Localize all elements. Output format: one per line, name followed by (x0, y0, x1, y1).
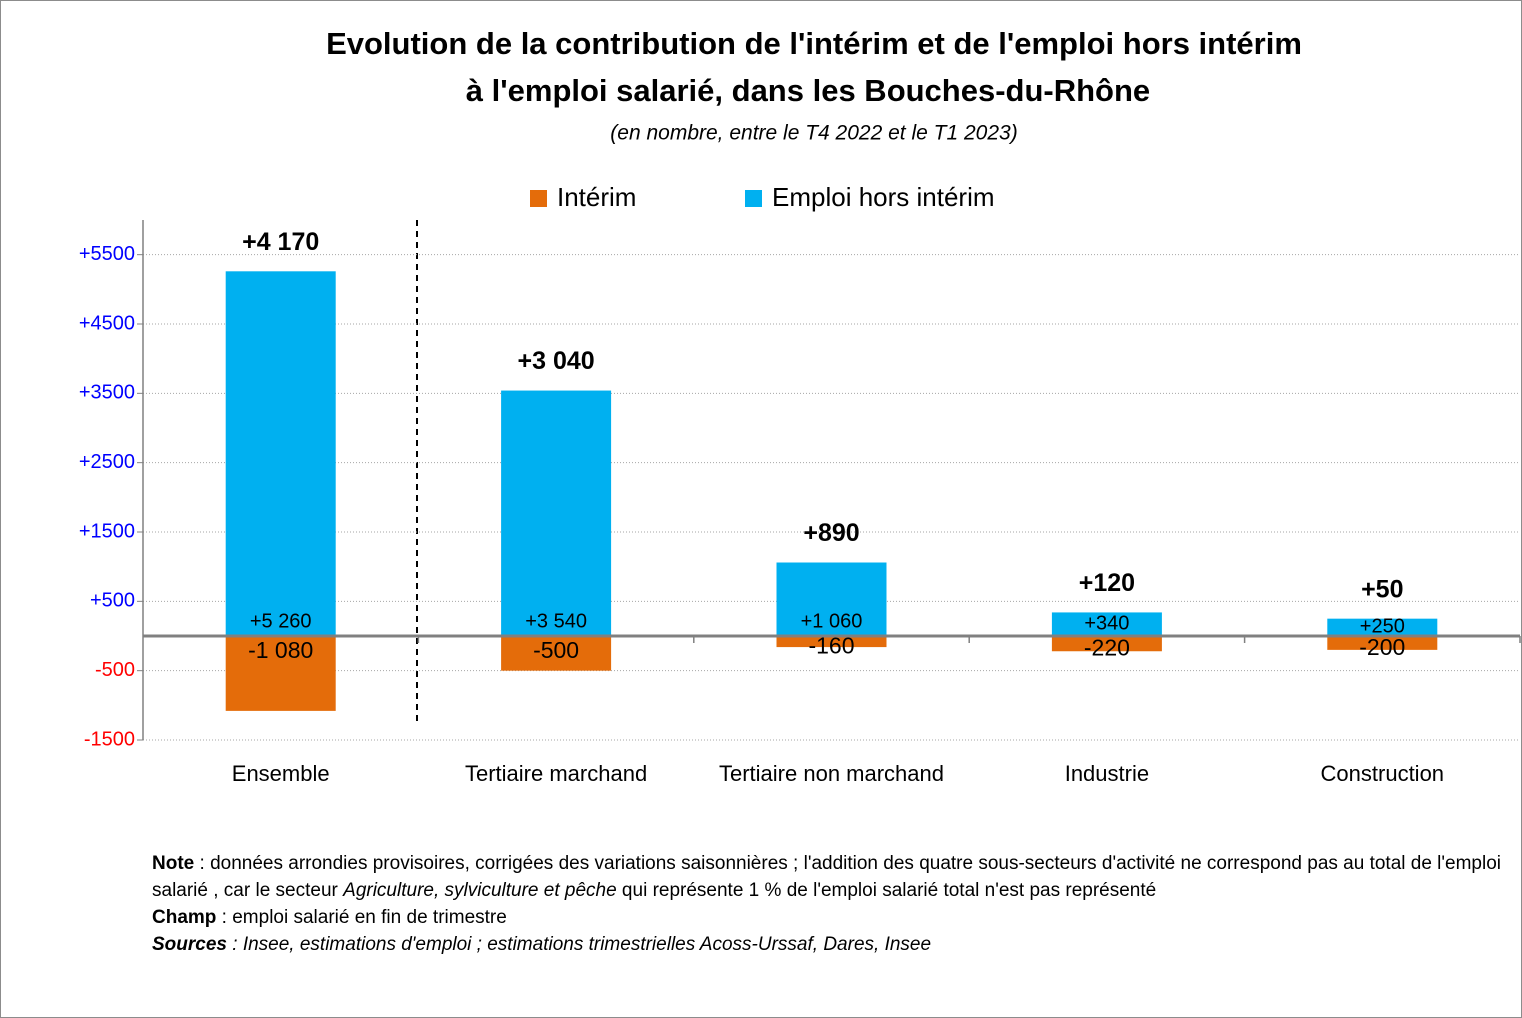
data-label: +250 (1360, 616, 1405, 638)
sources: Sources : Insee, estimations d'emploi ; … (152, 931, 1512, 958)
sources-text: : Insee, estimations d'emploi ; estimati… (226, 934, 932, 955)
note-text: : données arrondies provisoires, corrigé… (152, 853, 1501, 901)
legend-swatch (530, 190, 547, 207)
total-label: +3 040 (518, 347, 595, 375)
legend-label: Emploi hors intérim (772, 182, 995, 212)
note-label: Note (152, 853, 195, 874)
data-label: -1 080 (248, 637, 313, 663)
total-label: +890 (803, 519, 859, 547)
bar-segment (1327, 618, 1438, 636)
champ-label: Champ (152, 907, 217, 928)
y-tick-label: +5500 (79, 243, 135, 265)
data-label: -200 (1359, 634, 1405, 660)
data-label: +5 260 (250, 610, 312, 632)
data-label: +3 540 (525, 610, 587, 632)
data-label: -500 (533, 637, 579, 663)
bar-segment (776, 562, 887, 636)
x-tick-label: Tertiaire marchand (465, 761, 647, 786)
note: Note : données arrondies provisoires, co… (152, 850, 1512, 904)
bar-segment (776, 636, 887, 648)
bar-segment (501, 390, 612, 636)
sources-label: Sources (152, 934, 227, 955)
bar-segment (225, 271, 336, 636)
total-label: +120 (1079, 569, 1135, 597)
y-tick-label: +2500 (79, 451, 135, 473)
total-label: +4 170 (242, 228, 319, 256)
y-tick-label: +1500 (79, 520, 135, 542)
bar-segment (1051, 636, 1162, 652)
data-label: +340 (1084, 612, 1129, 634)
y-tick-label: +500 (90, 590, 135, 612)
x-tick-label: Industrie (1065, 761, 1149, 786)
note-text: Agriculture, sylviculture et pêche (343, 880, 617, 901)
data-label: +1 060 (801, 610, 863, 632)
bar-segment (1327, 636, 1438, 650)
chart-subtitle: (en nombre, entre le T4 2022 et le T1 20… (610, 122, 1017, 145)
bar-segment (1051, 612, 1162, 636)
legend-swatch (745, 190, 762, 207)
legend-label: Intérim (557, 182, 636, 212)
bar-segment (501, 636, 612, 671)
y-tick-label: +4500 (79, 312, 135, 334)
y-tick-label: -500 (95, 659, 135, 681)
total-label: +50 (1361, 575, 1403, 603)
y-tick-label: +3500 (79, 382, 135, 404)
footer: Note : données arrondies provisoires, co… (152, 850, 1512, 958)
chart-title: Evolution de la contribution de l'intéri… (326, 26, 1302, 61)
x-tick-label: Construction (1321, 761, 1445, 786)
x-tick-label: Ensemble (232, 761, 330, 786)
champ: Champ : emploi salarié en fin de trimest… (152, 904, 1512, 931)
note-text: qui représente 1 % de l'emploi salarié t… (616, 880, 1157, 901)
y-tick-label: -1500 (84, 728, 135, 750)
bar-segment (225, 636, 336, 711)
x-tick-label: Tertiaire non marchand (719, 761, 944, 786)
data-label: -220 (1084, 635, 1130, 661)
chart-title: à l'emploi salarié, dans les Bouches-du-… (466, 73, 1150, 108)
champ-text: : emploi salarié en fin de trimestre (216, 907, 507, 928)
